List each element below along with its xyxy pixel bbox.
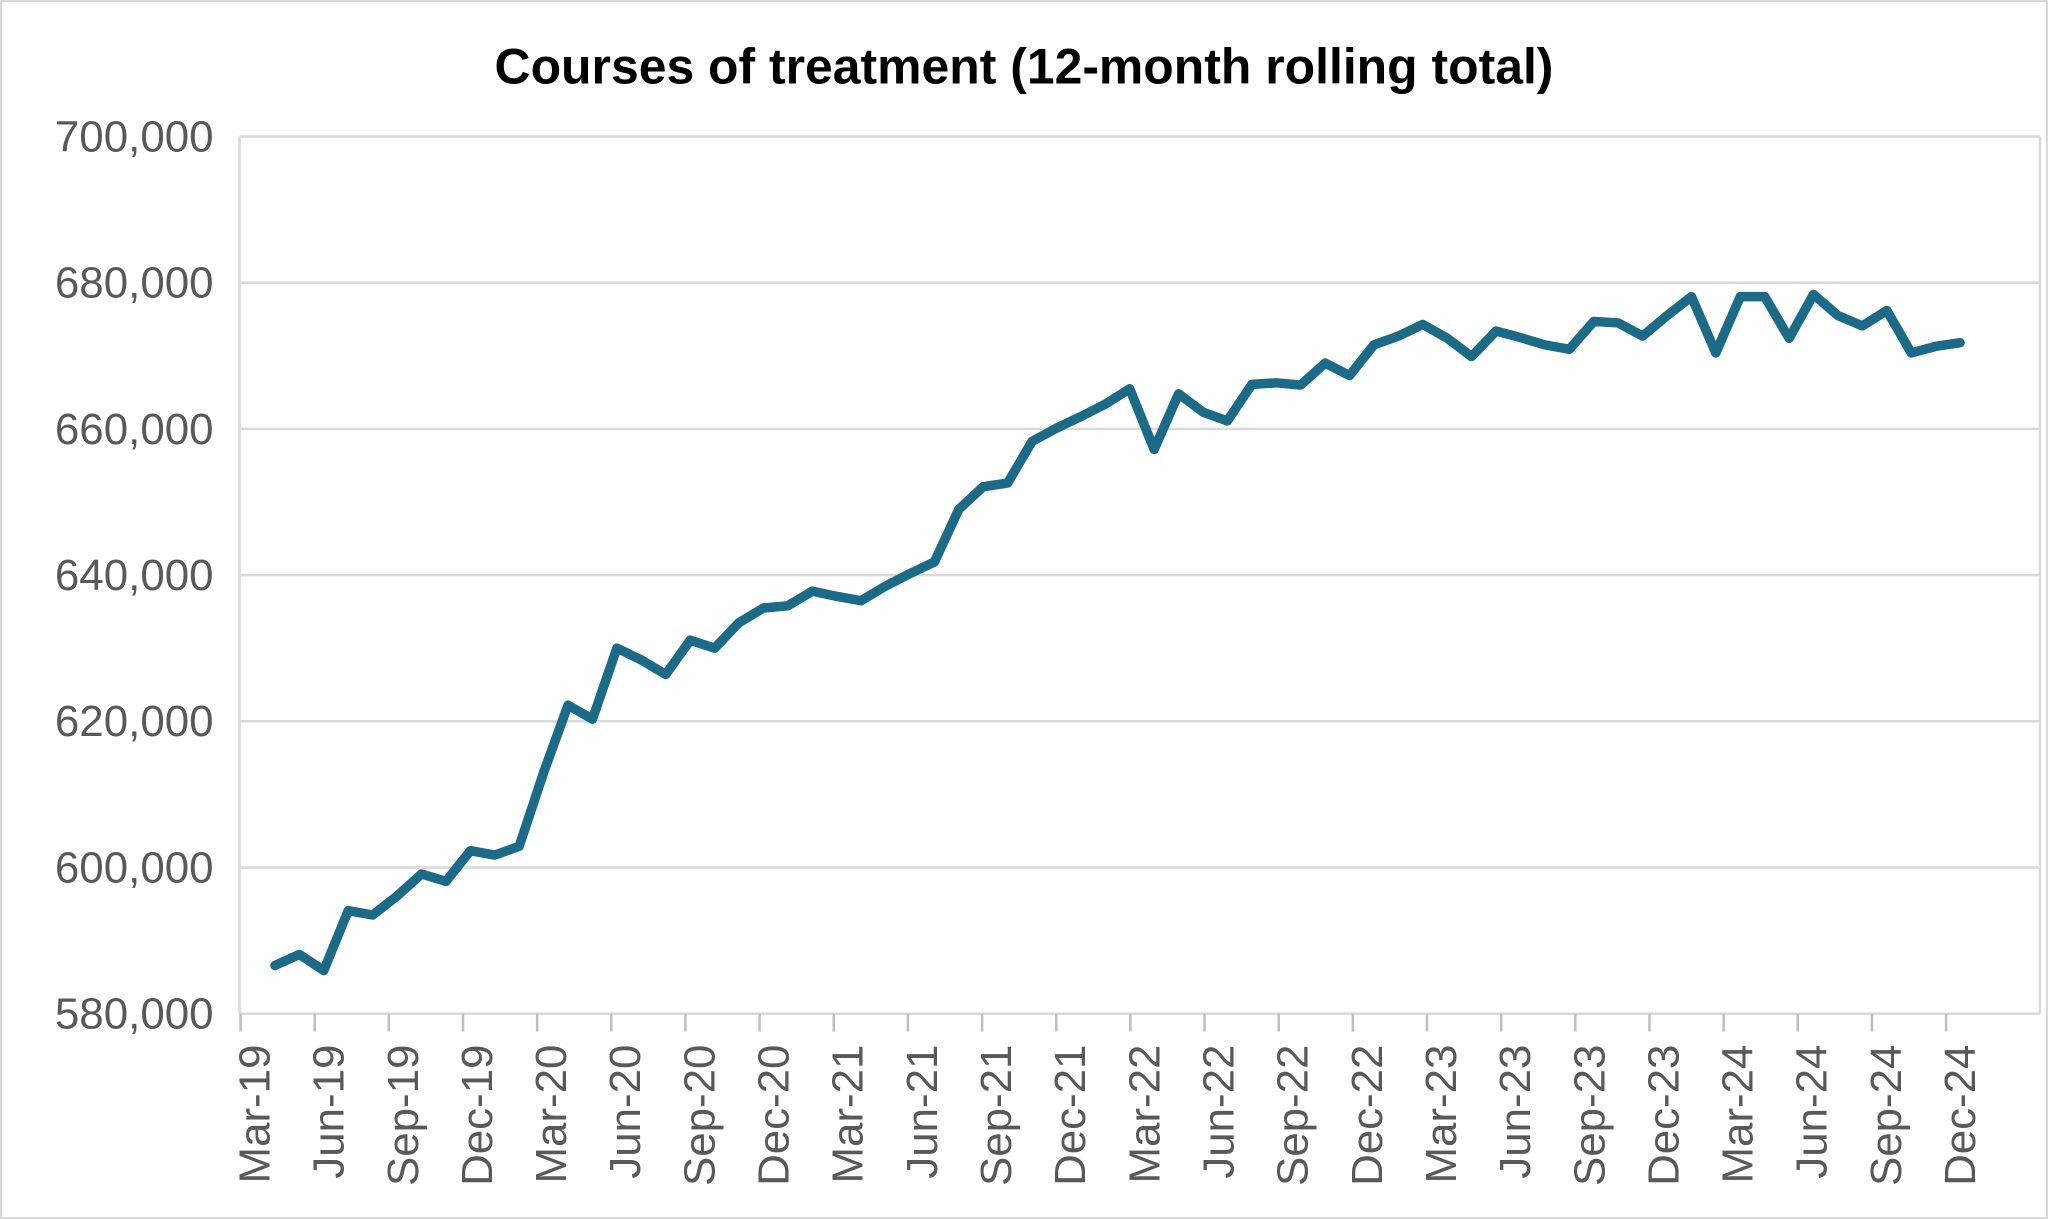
y-axis-tick-label: 620,000: [55, 697, 214, 746]
y-axis-tick-label: 700,000: [55, 113, 214, 162]
treatment-series-line: [270, 289, 1965, 976]
y-axis-tick-label: 660,000: [55, 405, 214, 454]
x-axis-tick-label: Jun-23: [1491, 1045, 1540, 1179]
x-axis-tick-label: Mar-22: [1120, 1045, 1169, 1184]
x-axis-tick-label: Dec-19: [453, 1045, 502, 1186]
x-axis-tick-label: Mar-20: [527, 1045, 576, 1184]
y-axis-tick-label: 580,000: [55, 990, 214, 1039]
x-axis-tick-label: Sep-20: [675, 1045, 724, 1186]
x-axis-tick-label: Dec-21: [1046, 1045, 1095, 1186]
series-group: [270, 289, 1965, 976]
x-axis-tick-label: Mar-24: [1714, 1045, 1763, 1184]
x-axis-tick-label: Jun-22: [1194, 1045, 1243, 1179]
x-axis-tick-label: Sep-23: [1565, 1045, 1614, 1186]
x-axis-tick-label: Jun-20: [601, 1045, 650, 1179]
x-axis-tick-label: Mar-21: [824, 1045, 873, 1184]
gridlines-group: [239, 135, 2041, 1015]
x-axis-tick-label: Sep-24: [1862, 1045, 1911, 1186]
y-axis-tick-label: 680,000: [55, 259, 214, 308]
x-axis-tick-label: Jun-19: [305, 1045, 354, 1179]
y-axis-tick-label: 640,000: [55, 551, 214, 600]
x-axis-tick-label: Dec-20: [750, 1045, 799, 1186]
x-axis-tick-label: Mar-19: [230, 1045, 279, 1184]
x-axis-tick-label: Dec-23: [1639, 1045, 1688, 1186]
x-axis-tick-label: Sep-22: [1269, 1045, 1318, 1186]
x-axis-tick-label: Sep-21: [972, 1045, 1021, 1186]
x-axis-tick-label: Sep-19: [379, 1045, 428, 1186]
axis-labels-group: 580,000 600,000 620,000 640,000 660,000 680,0…: [55, 113, 1985, 1186]
x-axis-tick-label: Jun-24: [1788, 1045, 1837, 1179]
chart-title: Courses of treatment (12-month rolling t…: [495, 39, 1554, 95]
x-axis-tick-label: Dec-22: [1343, 1045, 1392, 1186]
y-axis-tick-label: 600,000: [55, 843, 214, 892]
x-axis-tick-label: Dec-24: [1936, 1045, 1985, 1186]
axes-group: [238, 136, 2042, 1032]
x-axis-tick-label: Jun-21: [898, 1045, 947, 1179]
x-axis-tick-label: Mar-23: [1417, 1045, 1466, 1184]
